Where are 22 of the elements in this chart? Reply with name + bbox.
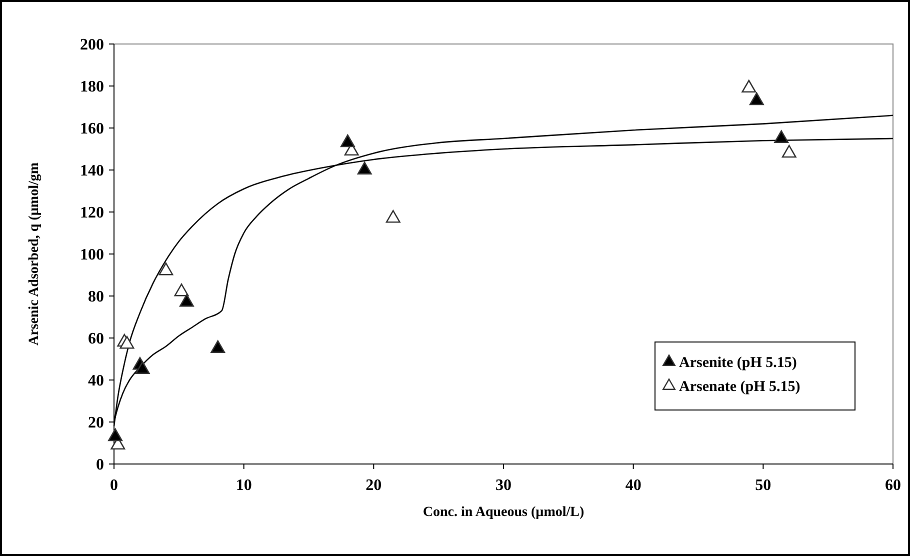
y-tick-label: 120 bbox=[80, 204, 104, 222]
x-tick-label: 60 bbox=[885, 477, 901, 494]
y-axis-title: Arsenic Adsorbed, q (µmol/gm bbox=[27, 162, 42, 346]
y-tick-label: 40 bbox=[88, 372, 104, 390]
x-tick-label: 10 bbox=[236, 477, 252, 494]
x-tick-label: 40 bbox=[625, 477, 642, 494]
x-tick-label: 0 bbox=[110, 477, 118, 494]
y-tick-label: 60 bbox=[88, 330, 104, 348]
y-tick-label: 200 bbox=[80, 36, 104, 54]
x-tick-label: 50 bbox=[755, 477, 772, 494]
y-tick-label: 0 bbox=[96, 456, 104, 474]
x-axis-title: Conc. in Aqueous (µmol/L) bbox=[422, 505, 584, 520]
legend-label: Arsenite (pH 5.15) bbox=[679, 355, 797, 371]
y-tick-label: 160 bbox=[80, 120, 104, 138]
y-tick-label: 100 bbox=[80, 246, 104, 264]
legend-label: Arsenate (pH 5.15) bbox=[679, 379, 800, 395]
x-tick-label: 30 bbox=[496, 477, 512, 494]
y-tick-label: 80 bbox=[88, 288, 104, 306]
y-tick-label: 180 bbox=[80, 78, 104, 96]
y-tick-label: 140 bbox=[80, 162, 104, 180]
x-tick-label: 20 bbox=[366, 477, 382, 494]
y-tick-label: 20 bbox=[88, 414, 104, 432]
